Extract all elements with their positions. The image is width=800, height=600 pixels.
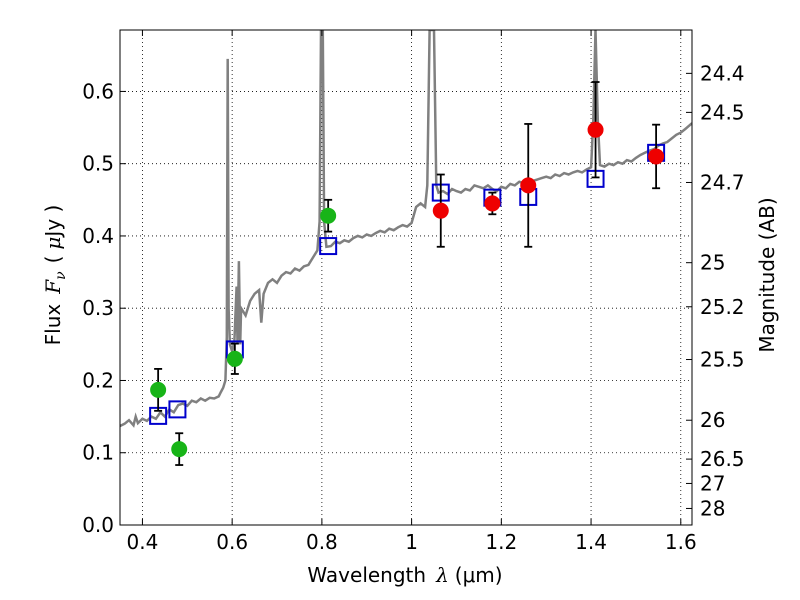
y-tick-label: 0.0: [82, 513, 114, 537]
x-tick-label: 1: [405, 530, 418, 554]
y-tick-label: 0.2: [82, 368, 114, 392]
tick-labels: 0.4 0.6 0.8 1 1.2 1.4 1.6 0.0 0.1 0.2 0.3 0.4 0.5 0.6…: [82, 61, 744, 554]
observed-optical-point: [226, 350, 243, 367]
grid: [120, 30, 692, 525]
model-photometry-square: [319, 237, 338, 256]
observed-optical-point: [150, 381, 167, 398]
x-tick-label: 0.8: [306, 530, 338, 554]
x-tick-label: 1.4: [575, 530, 607, 554]
spectrum-line: [120, 30, 692, 428]
observed-optical-point: [171, 441, 188, 458]
y-tick-label: 0.4: [82, 224, 114, 248]
observed-nir-point: [587, 121, 604, 138]
y2-tick-label: 24.5: [700, 100, 745, 124]
y2-tick-label: 26: [700, 408, 725, 432]
y2-tick-label: 24.4: [700, 61, 745, 85]
plot-frame: [119, 29, 693, 526]
y2-tick-label: 25.2: [700, 295, 745, 319]
y2-tick-label: 24.7: [700, 170, 745, 194]
model-photometry-square: [168, 400, 187, 419]
x-tick-label: 0.6: [216, 530, 248, 554]
observed-nir-point: [432, 202, 449, 219]
y2-tick-label: 27: [700, 471, 725, 495]
x-tick-label: 0.4: [127, 530, 159, 554]
y2-axis-label: Magnitude (AB): [755, 197, 779, 352]
y2-tick-label: 26.5: [700, 447, 745, 471]
observed-optical-point: [320, 207, 337, 224]
ticks: [120, 30, 692, 526]
y-tick-label: 0.1: [82, 441, 114, 465]
spectrum-layer: [120, 30, 692, 428]
observed-nir-point: [648, 148, 665, 165]
y-tick-label: 0.3: [82, 296, 114, 320]
x-tick-label: 1.2: [485, 530, 517, 554]
y2-tick-label: 28: [700, 496, 725, 520]
observed-nir-point: [520, 177, 537, 194]
x-axis-label: Wavelength λ (μm): [307, 563, 502, 587]
y2-tick-label: 25: [700, 251, 725, 275]
observed-nir-point: [484, 195, 501, 212]
y2-tick-label: 25.5: [700, 348, 745, 372]
markers-layer: [149, 81, 666, 466]
x-tick-label: 1.6: [665, 530, 697, 554]
y-axis-label: FluxFν(μJy ): [41, 205, 69, 346]
y-tick-label: 0.6: [82, 79, 114, 103]
y-tick-label: 0.5: [82, 152, 114, 176]
